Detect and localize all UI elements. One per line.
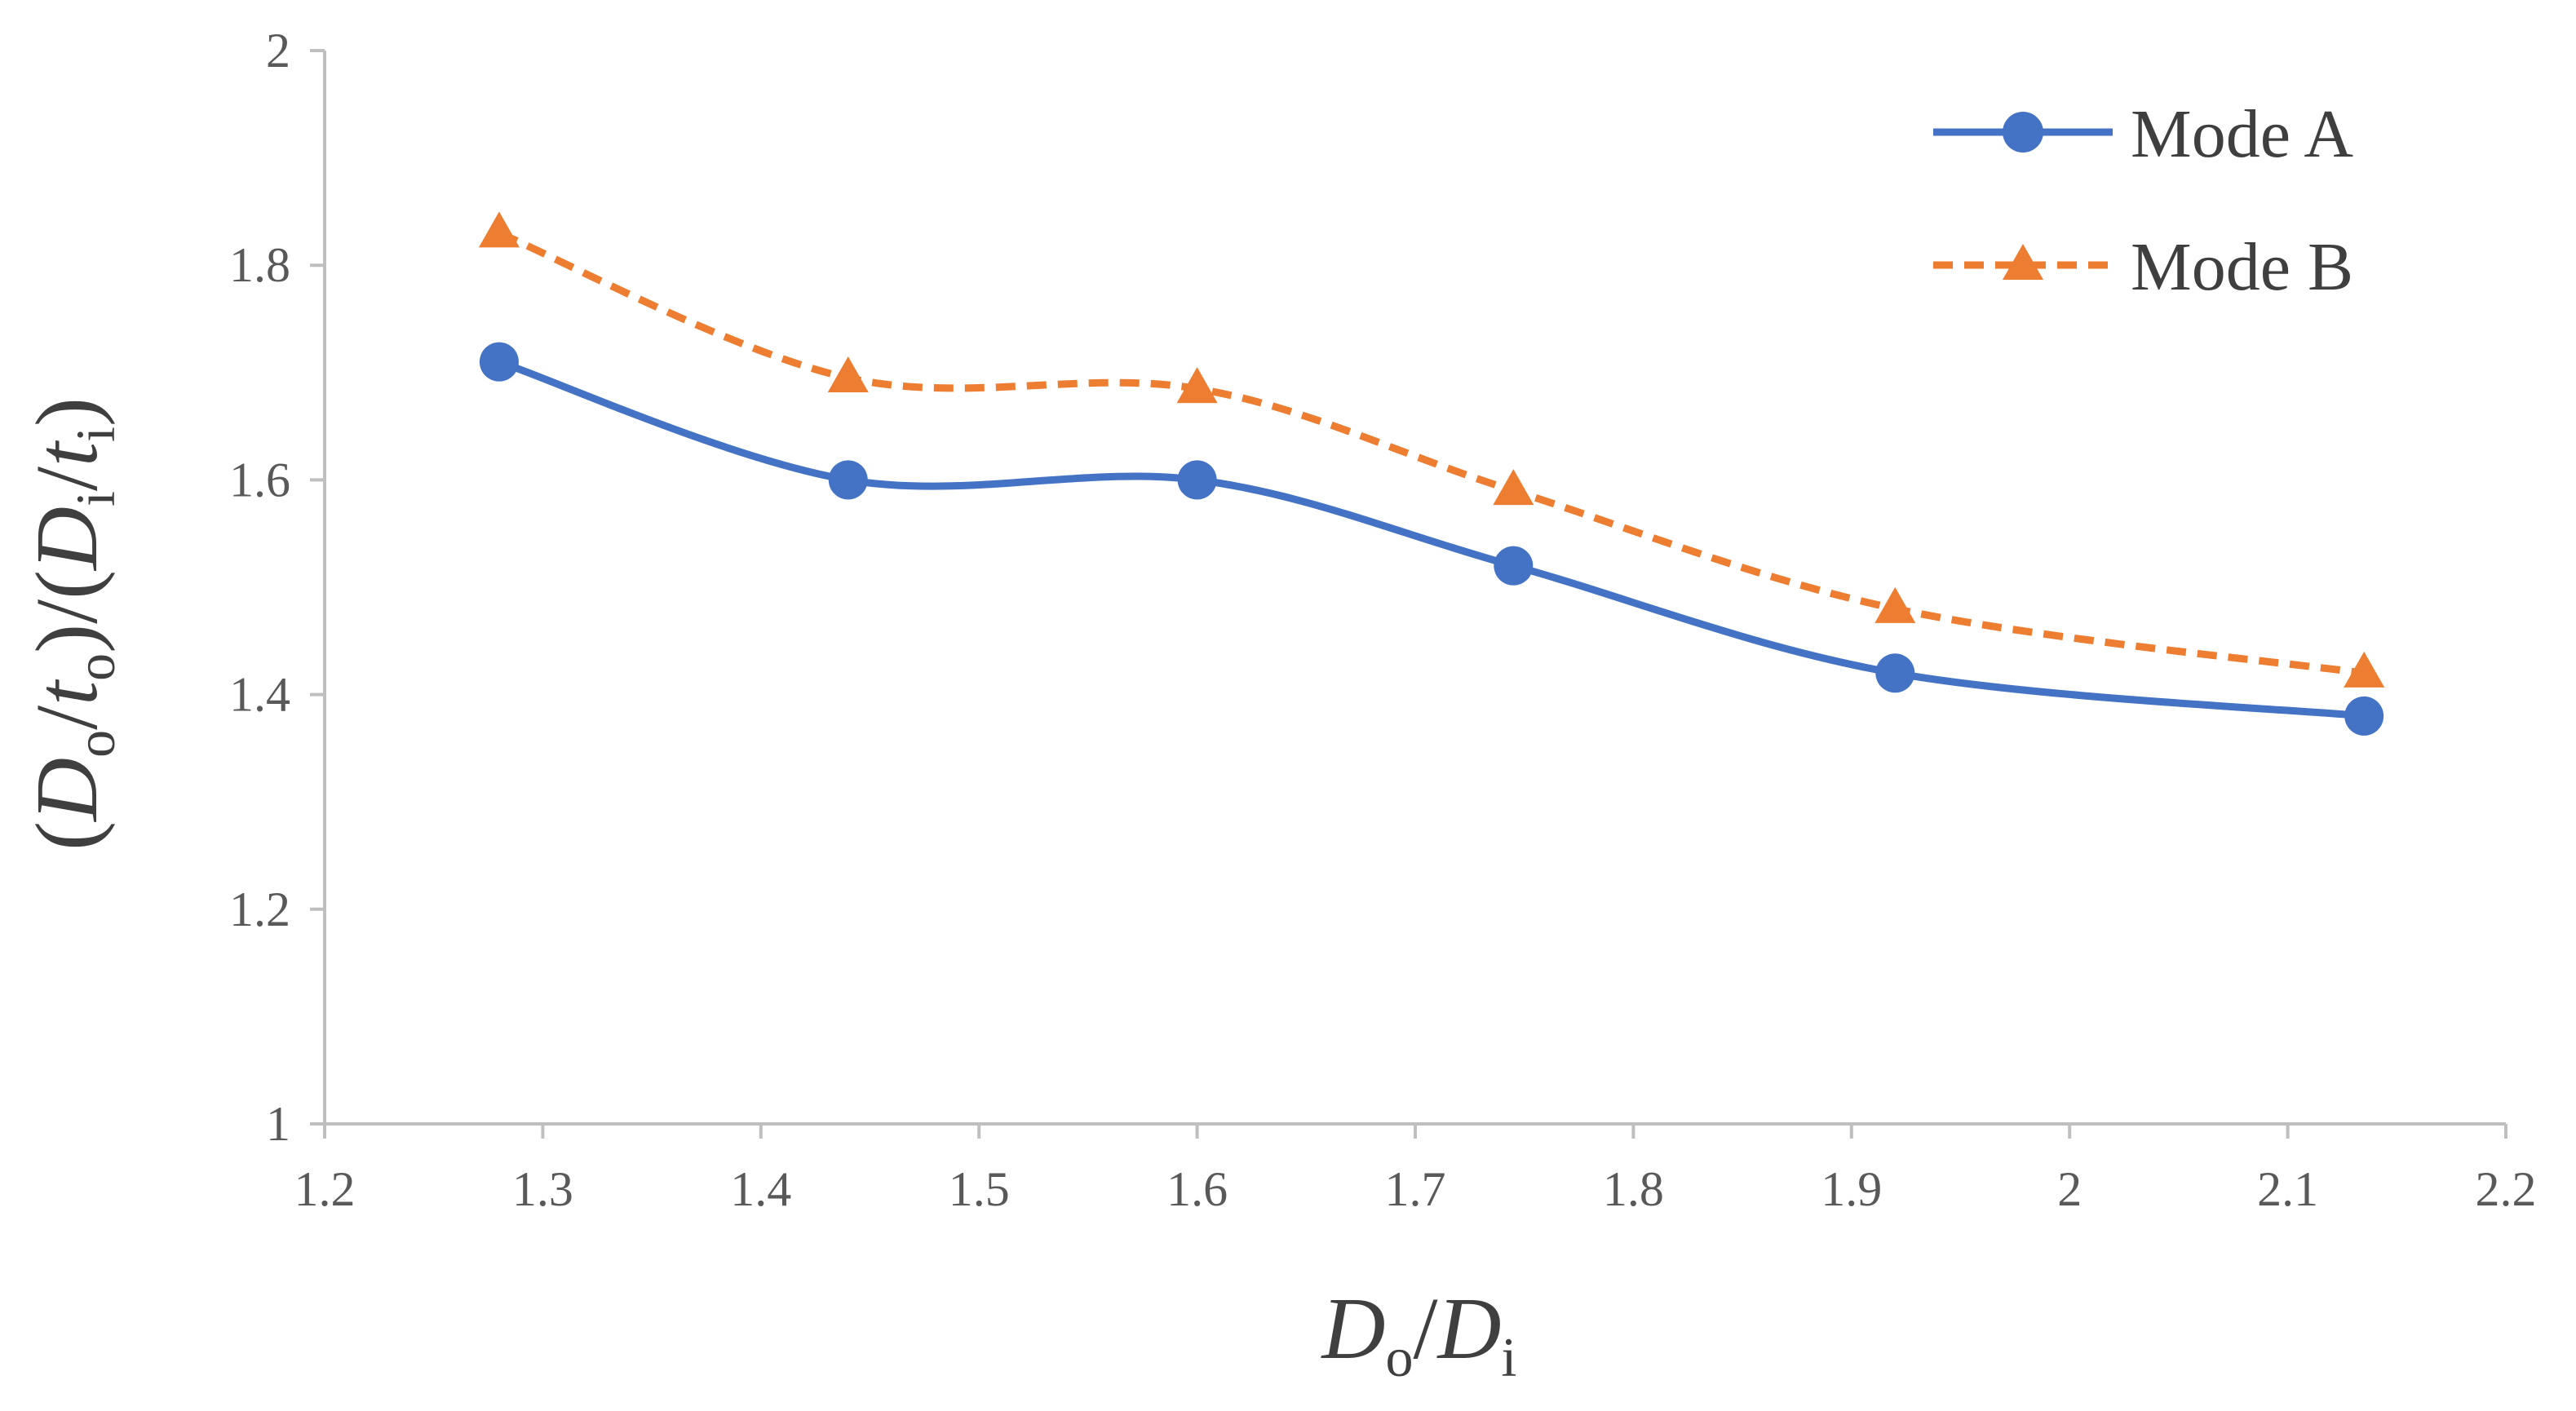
data-point-mode-a [1494, 546, 1534, 586]
legend: Mode A Mode B [1933, 96, 2353, 305]
legend-label-mode-a: Mode A [2131, 96, 2353, 172]
legend-marker-mode-b [2003, 244, 2043, 280]
data-point-mode-a [1875, 653, 1915, 693]
x-tick-label: 2 [2057, 1162, 2082, 1216]
data-point-mode-b [1874, 586, 1916, 623]
data-point-mode-b [827, 356, 869, 392]
data-point-mode-a [828, 460, 868, 500]
legend-marker-mode-a [2003, 112, 2043, 153]
series-layer [478, 211, 2385, 736]
series-line-mode-a [498, 358, 2365, 720]
x-tick-label: 1.7 [1385, 1162, 1446, 1216]
data-point-mode-b [1493, 469, 1534, 506]
x-tick-label: 1.8 [1603, 1162, 1664, 1216]
data-point-mode-a [1177, 460, 1217, 500]
x-tick-label: 1.9 [1821, 1162, 1882, 1216]
x-tick-label: 2.1 [2257, 1162, 2318, 1216]
x-tick-label: 2.2 [2476, 1162, 2537, 1216]
data-point-mode-a [479, 342, 519, 382]
y-tick-label: 2 [266, 24, 290, 77]
x-tick-label: 1.6 [1166, 1162, 1228, 1216]
y-tick-label: 1.8 [229, 238, 290, 292]
data-point-mode-b [478, 211, 520, 248]
x-axis-title: Do/Di [1321, 1281, 1517, 1388]
legend-label-mode-b: Mode B [2131, 229, 2353, 305]
y-axis-title: (Do/to)/(Di/ti) [19, 397, 126, 851]
data-point-mode-a [2344, 696, 2384, 736]
y-tick-label: 1.4 [229, 668, 290, 722]
data-point-mode-b [1176, 367, 1218, 404]
y-tick-label: 1.2 [229, 882, 290, 936]
x-tick-label: 1.4 [730, 1162, 791, 1216]
x-tick-label: 1.5 [949, 1162, 1010, 1216]
x-tick-label: 1.2 [294, 1162, 356, 1216]
x-tick-label: 1.3 [512, 1162, 573, 1216]
axes: 11.21.41.61.821.2 1.3 1.4 1.5 1.6 1.7 1.8 1.9 2 2… [229, 24, 2537, 1216]
y-tick-label: 1.6 [229, 453, 290, 506]
data-point-mode-b [2344, 651, 2385, 688]
series-line-mode-b [498, 229, 2365, 677]
y-tick-label: 1 [266, 1097, 290, 1151]
